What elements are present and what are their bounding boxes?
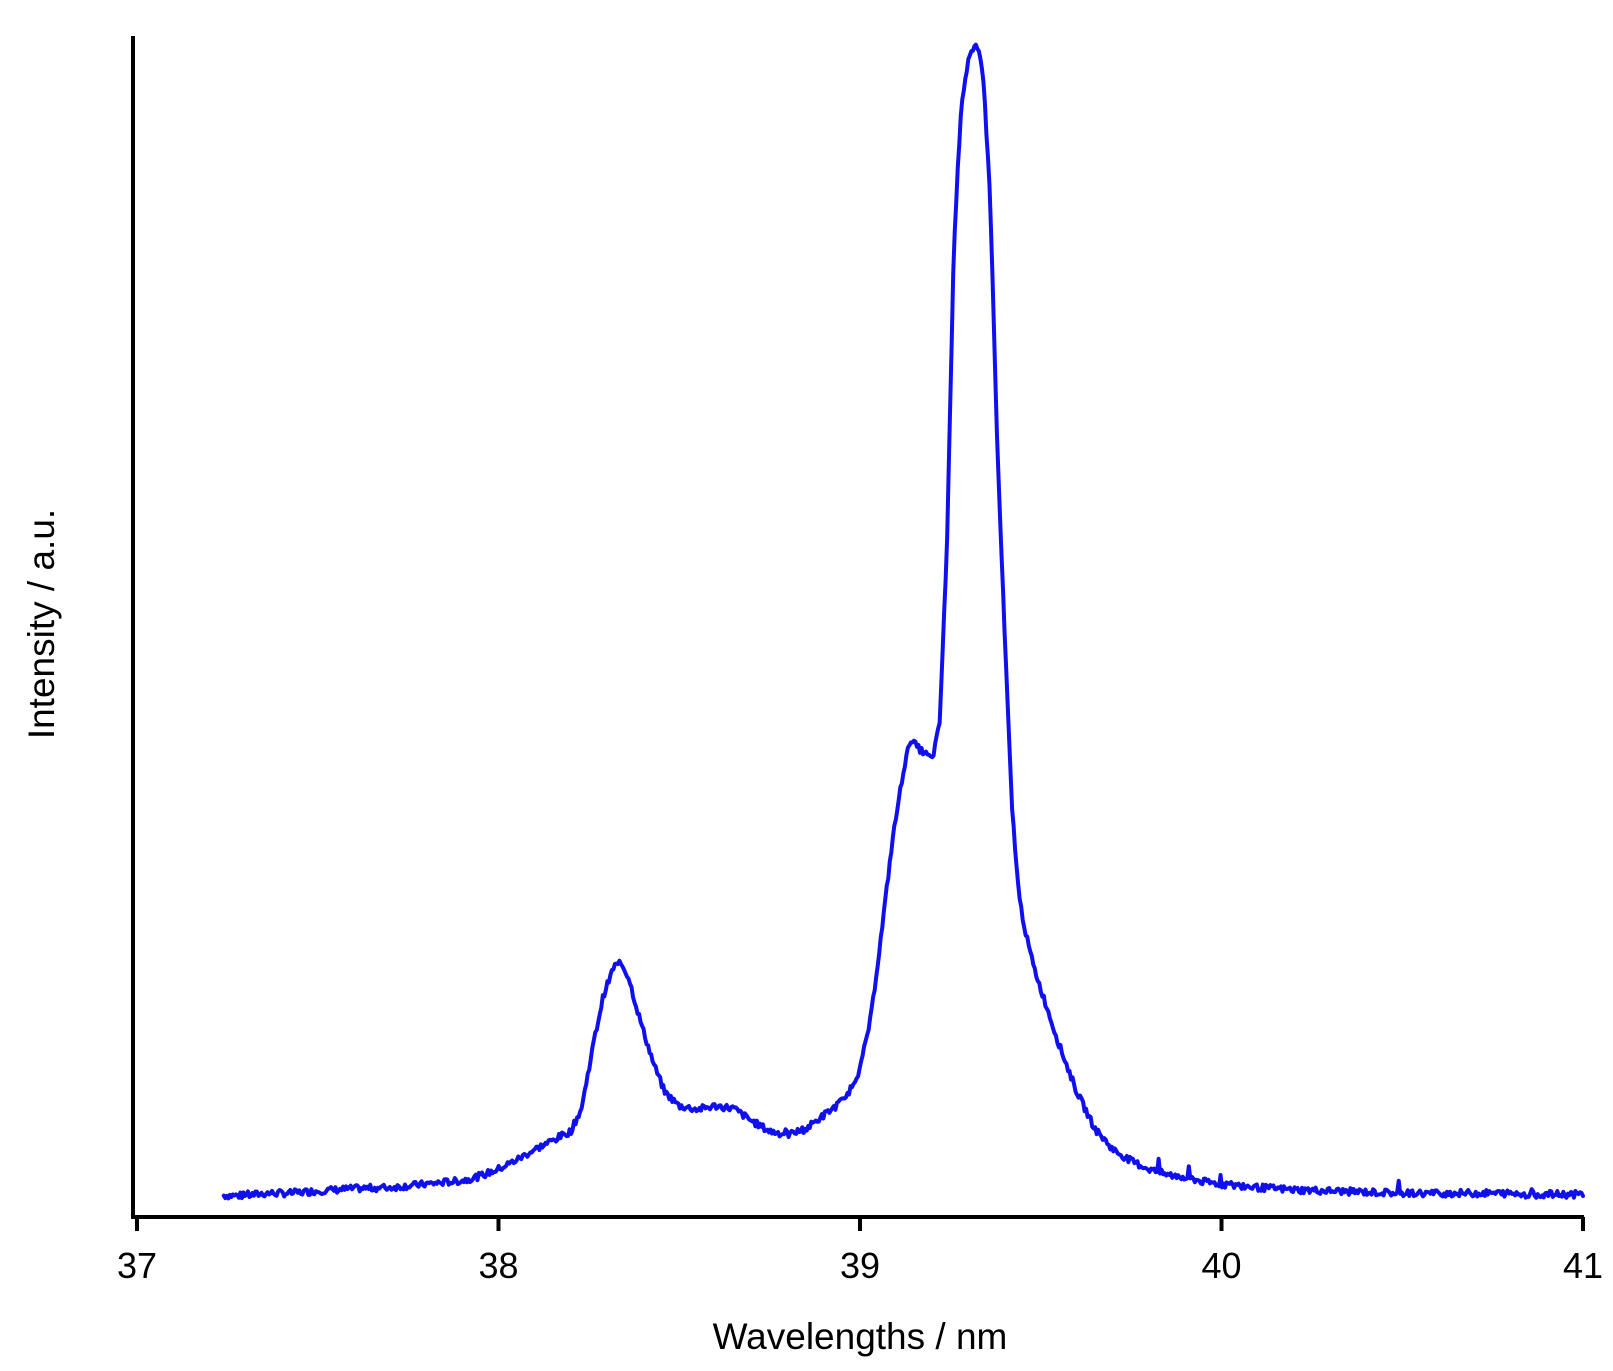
x-tick-label: 41: [1563, 1245, 1603, 1286]
x-tick-label: 38: [478, 1245, 518, 1286]
y-axis-title: Intensity / a.u.: [21, 509, 62, 739]
spectrum-series-line: [221, 42, 1585, 1201]
x-tick-group: 37 38 39 40 41: [117, 1217, 1603, 1286]
x-tick-label: 37: [117, 1245, 157, 1286]
x-tick-label: 39: [840, 1245, 880, 1286]
axes: [131, 36, 1584, 1219]
x-axis-title: Wavelengths / nm: [713, 1316, 1008, 1357]
series-layer: [221, 42, 1585, 1201]
x-tick-label: 40: [1201, 1245, 1241, 1286]
